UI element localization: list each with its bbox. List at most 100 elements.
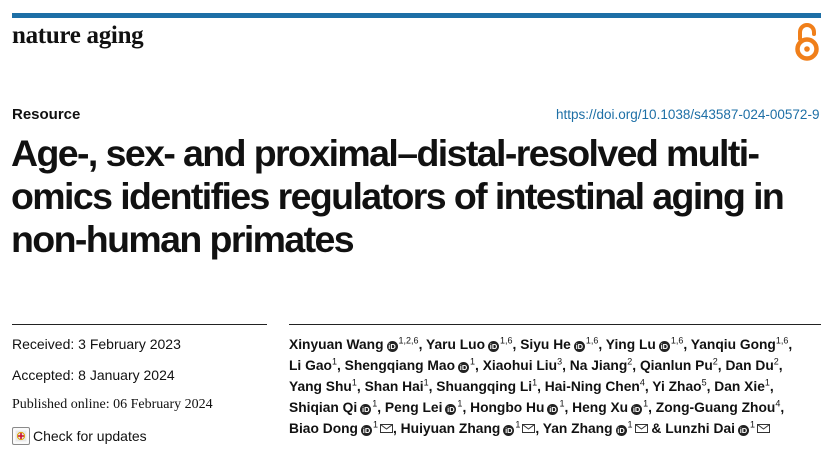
- meta-divider: [12, 324, 267, 325]
- journal-name[interactable]: nature aging: [12, 22, 144, 49]
- author-name[interactable]: Siyu He iD1,6: [520, 336, 598, 352]
- doi-link[interactable]: https://doi.org/10.1038/s43587-024-00572…: [556, 107, 820, 122]
- affiliation-superscript: 4: [775, 398, 781, 409]
- author-name-text: Zong-Guang Zhou: [655, 400, 776, 415]
- affiliation-superscript: 1,6: [500, 335, 513, 346]
- author-name[interactable]: Huiyuan Zhang iD1: [400, 419, 536, 436]
- check-for-updates-icon: [12, 427, 30, 445]
- author-name-text: Xiaohui Liu: [482, 358, 558, 373]
- author-name[interactable]: Zong-Guang Zhou4: [655, 398, 781, 415]
- author-name[interactable]: Ying Lu iD1,6: [605, 335, 684, 352]
- orcid-icon[interactable]: iD: [573, 341, 585, 352]
- author-name[interactable]: Hai-Ning Chen4: [544, 378, 645, 394]
- author-name[interactable]: & Lunzhi Dai iD1: [651, 419, 770, 436]
- author-name[interactable]: Hongbo Hu iD1: [470, 399, 564, 415]
- author-name[interactable]: Shiqian Qi iD1: [289, 398, 378, 415]
- author-name[interactable]: Dan Du2: [725, 356, 779, 373]
- author-name[interactable]: Biao Dong iD1: [289, 419, 393, 436]
- affiliation-superscript: 1,6: [670, 335, 684, 346]
- orcid-icon[interactable]: iD: [360, 425, 372, 436]
- author-name-text: Xinyuan Wang: [289, 337, 384, 352]
- email-icon[interactable]: [756, 424, 770, 433]
- author-name[interactable]: Yang Shu1: [289, 377, 357, 394]
- affiliation-superscript: 2: [773, 356, 779, 367]
- author-name[interactable]: Shengqiang Mao iD1: [344, 356, 476, 373]
- affiliation-superscript: 1: [372, 398, 378, 409]
- affiliation-superscript: 1: [749, 419, 755, 430]
- published-date: Published online: 06 February 2024: [12, 397, 213, 412]
- author-name[interactable]: Xinyuan Wang iD1,2,6: [289, 335, 419, 352]
- author-name-text: Yaru Luo: [426, 337, 486, 352]
- author-name[interactable]: Shuangqing Li1: [436, 377, 538, 394]
- author-name[interactable]: Na Jiang2: [569, 357, 633, 373]
- article-type-label: Resource: [12, 106, 81, 123]
- affiliation-superscript: 1: [457, 398, 463, 409]
- author-name-text: Heng Xu: [572, 400, 629, 415]
- received-date: Received: 3 February 2023: [12, 336, 181, 352]
- author-name-text: Qianlun Pu: [639, 358, 713, 373]
- author-name-text: Shiqian Qi: [289, 400, 358, 415]
- affiliation-superscript: 2: [712, 356, 718, 367]
- author-name-text: Hai-Ning Chen: [544, 379, 640, 394]
- author-name-text: Lunzhi Dai: [665, 421, 735, 436]
- affiliation-superscript: 1: [643, 398, 649, 409]
- author-name-text: Ying Lu: [605, 337, 656, 352]
- affiliation-superscript: 1: [532, 377, 538, 388]
- author-name-text: Li Gao: [289, 358, 332, 373]
- author-name[interactable]: Heng Xu iD1: [572, 398, 649, 415]
- orcid-icon[interactable]: iD: [386, 341, 398, 352]
- author-list: Xinyuan Wang iD1,2,6, Yaru Luo iD1,6, Siyu…: [289, 335, 793, 436]
- author-name[interactable]: Li Gao1: [289, 356, 337, 373]
- author-name[interactable]: Qianlun Pu2: [639, 356, 718, 373]
- authors-divider: [289, 324, 821, 325]
- author-name[interactable]: Yan Zhang iD1: [542, 419, 648, 436]
- affiliation-superscript: 1,2,6: [398, 335, 419, 346]
- author-name[interactable]: Peng Lei iD1: [385, 398, 463, 415]
- orcid-icon[interactable]: iD: [631, 404, 643, 415]
- affiliation-superscript: 1: [372, 419, 378, 430]
- author-name-text: Na Jiang: [569, 358, 628, 373]
- affiliation-superscript: 1: [764, 377, 770, 388]
- author-name[interactable]: Yanqiu Gong1,6: [690, 336, 789, 352]
- affiliation-superscript: 1: [331, 356, 337, 367]
- author-name-text: Shuangqing Li: [436, 379, 533, 394]
- author-name-text: Dan Du: [725, 358, 774, 373]
- accepted-date: Accepted: 8 January 2024: [12, 367, 175, 383]
- orcid-icon[interactable]: iD: [658, 341, 670, 352]
- email-icon[interactable]: [522, 424, 536, 433]
- affiliation-superscript: 1: [351, 377, 357, 388]
- author-name-text: Huiyuan Zhang: [400, 421, 501, 436]
- orcid-icon[interactable]: iD: [503, 425, 515, 436]
- affiliation-superscript: 5: [701, 377, 707, 388]
- check-for-updates-button[interactable]: Check for updates: [12, 427, 147, 445]
- journal-color-bar: [12, 13, 821, 18]
- orcid-icon[interactable]: iD: [547, 404, 559, 415]
- email-icon[interactable]: [634, 424, 648, 433]
- orcid-icon[interactable]: iD: [360, 404, 372, 415]
- orcid-icon[interactable]: iD: [615, 425, 627, 436]
- author-name-text: Siyu He: [520, 337, 571, 352]
- orcid-icon[interactable]: iD: [488, 341, 500, 352]
- author-name-text: Biao Dong: [289, 421, 358, 436]
- author-name[interactable]: Xiaohui Liu3: [482, 357, 562, 373]
- affiliation-superscript: 1: [515, 419, 521, 430]
- check-for-updates-label: Check for updates: [33, 428, 147, 444]
- affiliation-superscript: 1: [627, 419, 633, 430]
- author-name-text: Yan Zhang: [542, 421, 613, 436]
- author-name[interactable]: Yi Zhao5: [652, 377, 707, 394]
- orcid-icon[interactable]: iD: [737, 425, 749, 436]
- author-name[interactable]: Shan Hai1: [364, 378, 429, 394]
- author-conjunction: &: [651, 421, 666, 436]
- orcid-icon[interactable]: iD: [445, 404, 457, 415]
- author-name-text: Shan Hai: [364, 379, 424, 394]
- author-name-text: Yi Zhao: [652, 379, 702, 394]
- author-name[interactable]: Yaru Luo iD1,6: [426, 335, 513, 352]
- orcid-icon[interactable]: iD: [458, 362, 470, 373]
- author-name-text: Yanqiu Gong: [690, 337, 776, 352]
- author-name-text: Hongbo Hu: [470, 400, 545, 415]
- affiliation-superscript: 1: [470, 356, 476, 367]
- email-icon[interactable]: [380, 424, 393, 433]
- author-name-text: Shengqiang Mao: [344, 358, 456, 373]
- author-name[interactable]: Dan Xie1: [714, 377, 770, 394]
- author-name-text: Yang Shu: [289, 379, 352, 394]
